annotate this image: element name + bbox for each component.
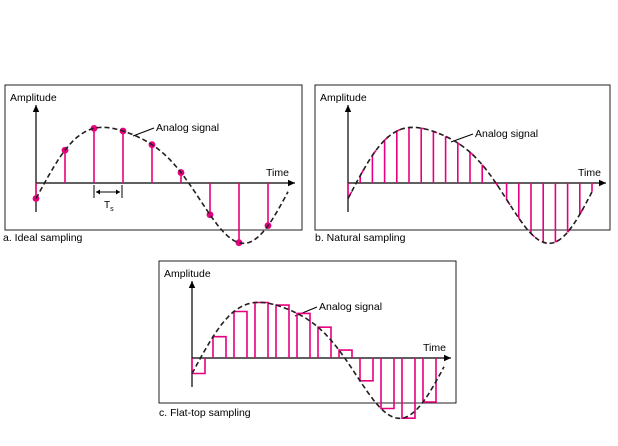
x-axis-label: Time (266, 167, 289, 179)
sample-group (192, 303, 436, 419)
period-indicator: Ts (94, 185, 122, 213)
panel-natural: Amplitude Time Analog signal b. Natural … (315, 85, 610, 244)
x-axis-label: Time (423, 342, 446, 354)
y-axis-label: Amplitude (10, 92, 57, 104)
sample-group (348, 127, 592, 243)
panel-caption: a. Ideal sampling (3, 232, 83, 244)
sample-flat-pulse (402, 358, 415, 418)
sample-flat-pulse (318, 327, 331, 358)
sample-flat-pulse (213, 337, 226, 358)
sample-flat-pulse (234, 312, 247, 359)
analog-signal-label: Analog signal (156, 122, 219, 134)
panel-caption: b. Natural sampling (315, 232, 406, 244)
panel-flattop-frame (159, 261, 456, 403)
y-axis-label: Amplitude (164, 268, 211, 280)
sample-flat-pulse (423, 358, 436, 402)
analog-signal-label: Analog signal (319, 301, 382, 313)
panel-caption: c. Flat-top sampling (159, 407, 251, 419)
sample-flat-pulse (381, 358, 394, 409)
panel-ideal-frame (5, 85, 302, 230)
sample-flat-pulse (360, 358, 373, 381)
panel-ideal: Amplitude Time Analog signal Ts a. Ideal… (3, 85, 302, 246)
sample-dot (33, 195, 40, 202)
sample-flat-pulse (276, 305, 289, 358)
period-label: Ts (104, 200, 114, 213)
analog-signal-curve (192, 302, 444, 418)
panel-flattop: Amplitude Time Analog signal c. Flat-top… (159, 261, 456, 419)
analog-signal-label: Analog signal (475, 128, 538, 140)
panel-natural-frame (315, 85, 610, 230)
sample-group (33, 125, 272, 246)
y-axis-label: Amplitude (320, 92, 367, 104)
x-axis-label: Time (578, 167, 601, 179)
sample-flat-pulse (255, 303, 268, 359)
analog-signal-leader (133, 128, 154, 136)
analog-signal-curve (36, 127, 288, 243)
